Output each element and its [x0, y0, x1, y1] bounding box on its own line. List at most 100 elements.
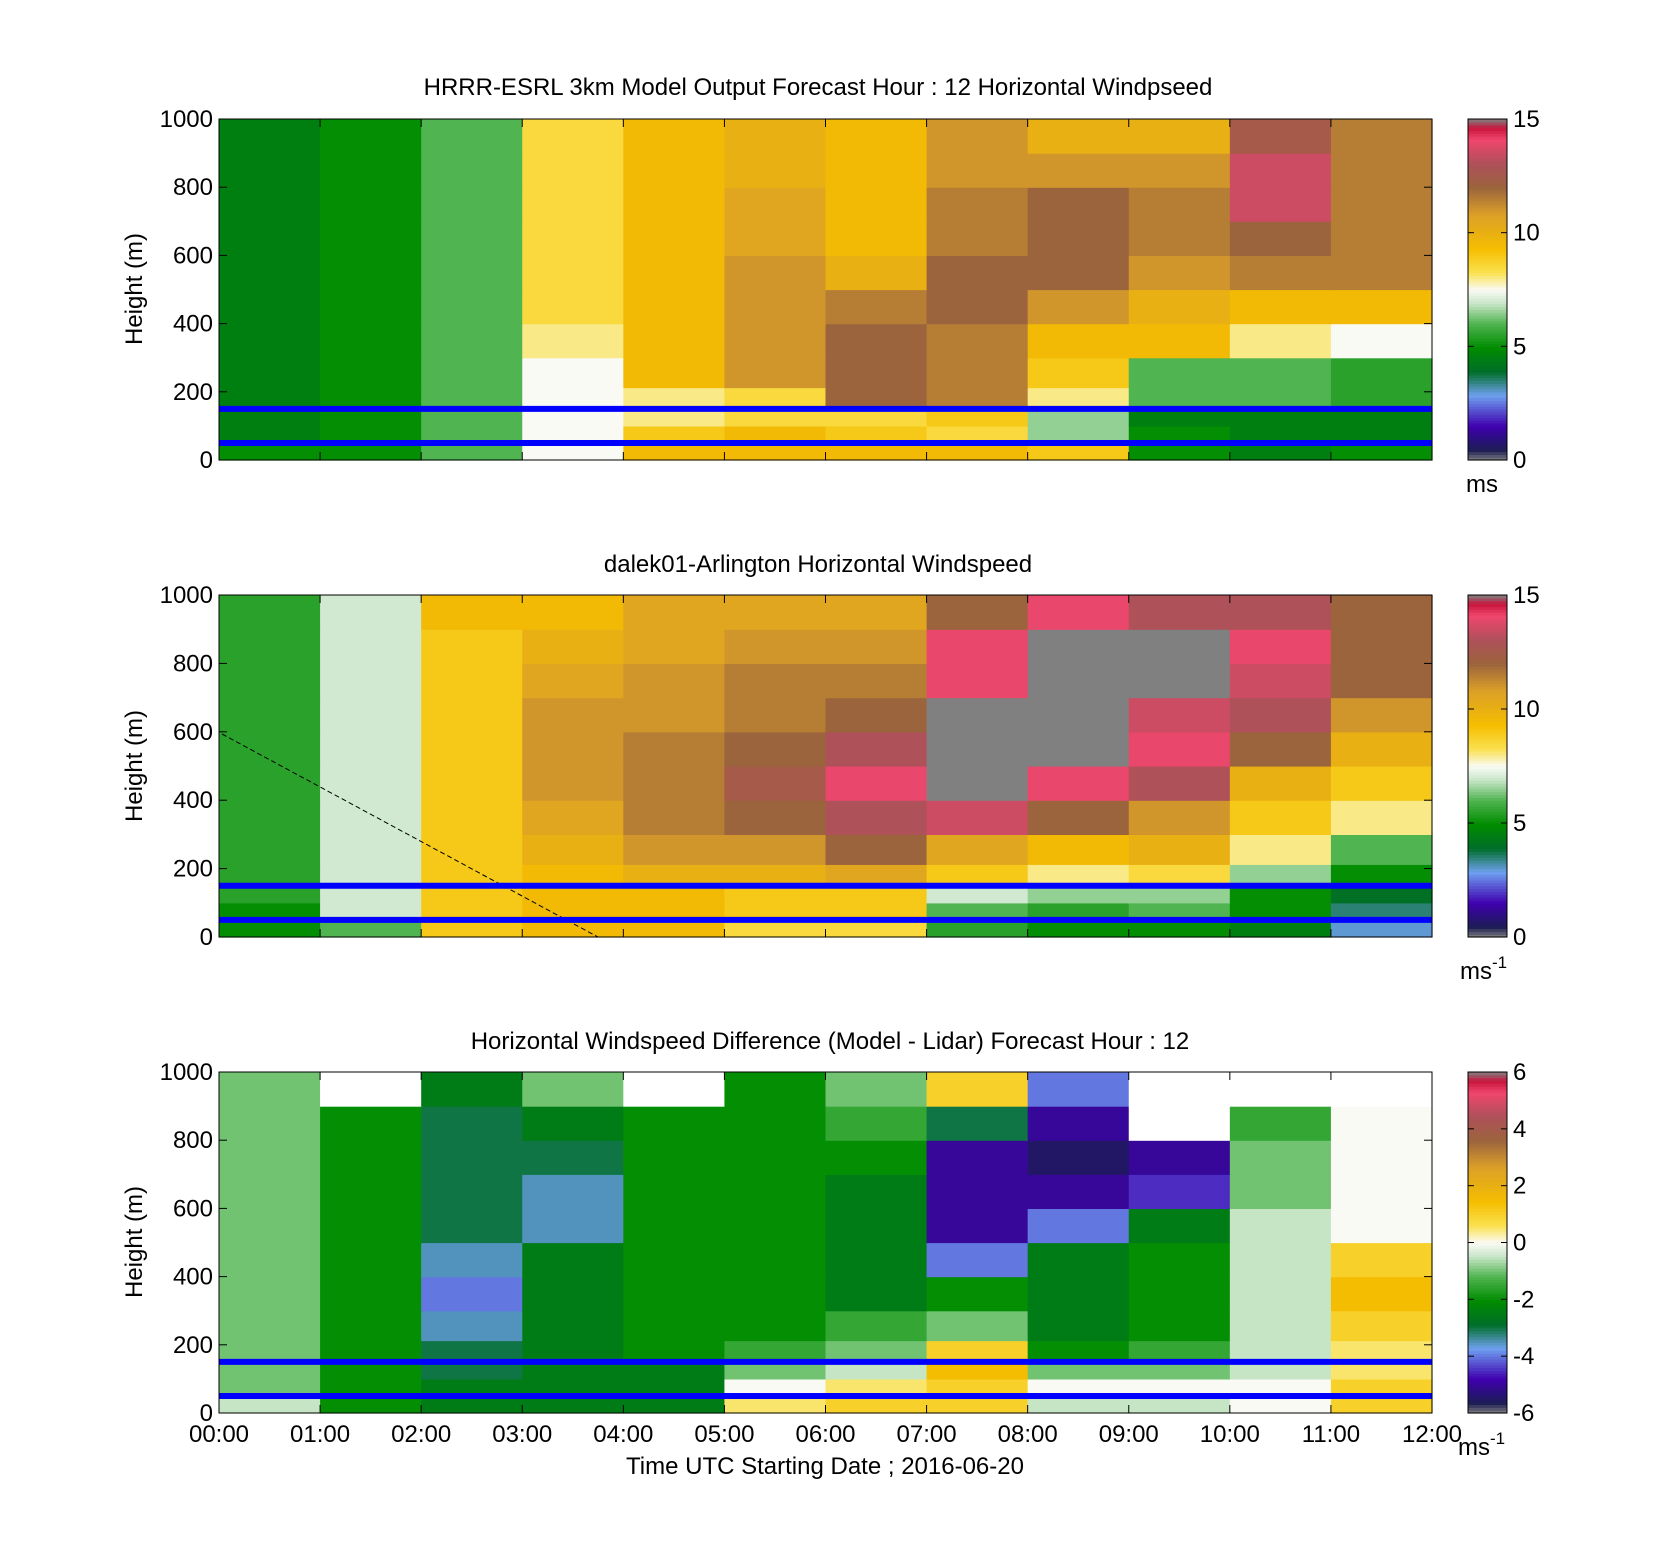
colorbar-segment	[1468, 768, 1507, 773]
colorbar-segment	[1468, 263, 1507, 268]
heatmap-cell	[926, 919, 1029, 938]
heatmap-cell	[1330, 629, 1433, 664]
heatmap-cell	[1229, 800, 1332, 835]
heatmap-cell	[1128, 187, 1231, 222]
heatmap-cell	[421, 885, 523, 904]
panel-model-cells	[219, 119, 1433, 461]
colorbar-segment	[1468, 434, 1507, 438]
colorbar-segment	[1468, 1359, 1507, 1363]
heatmap-cell	[1027, 425, 1130, 444]
colorbar-segment	[1468, 1313, 1507, 1317]
colorbar-segment	[1468, 1100, 1507, 1104]
heatmap-cell	[522, 800, 624, 835]
heatmap-cell	[1128, 357, 1231, 389]
heatmap-cell	[1229, 1361, 1332, 1380]
heatmap-cell	[522, 629, 624, 664]
heatmap-cell	[724, 323, 827, 359]
colorbar-segment	[1468, 1168, 1507, 1173]
colorbar-segment	[1468, 124, 1507, 129]
colorbar-segment	[1468, 1131, 1507, 1136]
colorbar-segment	[1468, 723, 1507, 727]
colorbar-segment	[1468, 1199, 1507, 1204]
heatmap-cell	[1128, 834, 1231, 865]
heatmap-cell	[1330, 1072, 1433, 1107]
colorbar-segment	[1468, 706, 1507, 710]
heatmap-cell	[1027, 864, 1130, 887]
heatmap-cell	[825, 387, 928, 410]
colorbar-segment	[1468, 1086, 1507, 1090]
heatmap-cell	[1027, 834, 1130, 865]
colorbar-segment	[1468, 138, 1507, 143]
colorbar-segment	[1468, 620, 1507, 625]
heatmap-cell	[421, 1340, 523, 1363]
heatmap-cell	[1330, 442, 1433, 461]
colorbar-segment	[1468, 423, 1507, 427]
colorbar-segment	[1468, 408, 1507, 413]
heatmap-cell	[926, 864, 1029, 887]
colorbar-segment	[1468, 195, 1507, 200]
heatmap-cell	[825, 1072, 928, 1107]
heatmap-cell	[522, 357, 624, 389]
colorbar-segment	[1468, 860, 1507, 864]
heatmap-cell	[1027, 919, 1130, 938]
heatmap-cell	[1229, 1140, 1332, 1175]
heatmap-cell	[1128, 425, 1231, 444]
heatmap-cell	[522, 289, 624, 325]
colorbar-segment	[1468, 1214, 1507, 1218]
heatmap-cell	[1128, 1361, 1231, 1380]
heatmap-cell	[926, 221, 1029, 256]
heatmap-cell	[320, 289, 422, 325]
colorbar-segment	[1468, 1222, 1507, 1227]
colorbar-segment	[1468, 1251, 1507, 1255]
panel-model-colorbar: 0 5 10 15	[1467, 106, 1540, 474]
colorbar-segment	[1468, 1160, 1507, 1164]
heatmap-cell	[320, 1106, 422, 1141]
heatmap-cell	[1229, 387, 1332, 410]
heatmap-cell	[1027, 1072, 1130, 1107]
heatmap-cell	[421, 902, 523, 921]
heatmap-cell	[724, 1276, 827, 1312]
colorbar-segment	[1468, 1393, 1507, 1397]
heatmap-cell	[219, 1174, 321, 1209]
colorbar-segment	[1468, 1398, 1507, 1403]
colorbar-segment	[1468, 657, 1507, 662]
colorbar-segment	[1468, 823, 1507, 827]
panel-lidar-unit-base: ms	[1460, 958, 1492, 985]
colorbar-segment	[1468, 1228, 1507, 1232]
y-tick-label: 200	[173, 856, 213, 883]
colorbar-segment	[1468, 840, 1507, 844]
heatmap-cell	[1027, 289, 1130, 325]
colorbar-segment	[1468, 760, 1507, 764]
colorbar-segment	[1468, 275, 1507, 279]
heatmap-cell	[1330, 425, 1433, 444]
heatmap-cell	[320, 323, 422, 359]
colorbar-segment	[1468, 229, 1507, 234]
colorbar-segment	[1468, 794, 1507, 798]
heatmap-cell	[1128, 1140, 1231, 1175]
heatmap-cell	[522, 1106, 624, 1141]
colorbar-segment	[1468, 164, 1507, 168]
colorbar-segment	[1468, 363, 1507, 367]
panel-difference-unit-base: ms	[1458, 1434, 1490, 1461]
colorbar-segment	[1468, 326, 1507, 330]
colorbar-segment	[1468, 366, 1507, 370]
colorbar-segment	[1468, 1143, 1507, 1147]
heatmap-cell	[522, 919, 624, 938]
heatmap-cell	[1128, 1310, 1231, 1342]
colorbar-segment	[1468, 1134, 1507, 1138]
colorbar-segment	[1468, 865, 1507, 870]
heatmap-cell	[421, 1378, 523, 1397]
heatmap-cell	[623, 834, 726, 865]
heatmap-cell	[1229, 425, 1332, 444]
heatmap-cell	[623, 387, 726, 410]
colorbar-segment	[1468, 905, 1507, 910]
colorbar-segment	[1468, 597, 1507, 602]
heatmap-cell	[623, 153, 726, 188]
colorbar-segment	[1468, 286, 1507, 291]
heatmap-cell	[320, 919, 422, 938]
colorbar-segment	[1468, 317, 1507, 322]
heatmap-cell	[825, 289, 928, 325]
colorbar-segment	[1468, 877, 1507, 881]
colorbar-segment	[1468, 842, 1507, 847]
heatmap-cell	[421, 919, 523, 938]
